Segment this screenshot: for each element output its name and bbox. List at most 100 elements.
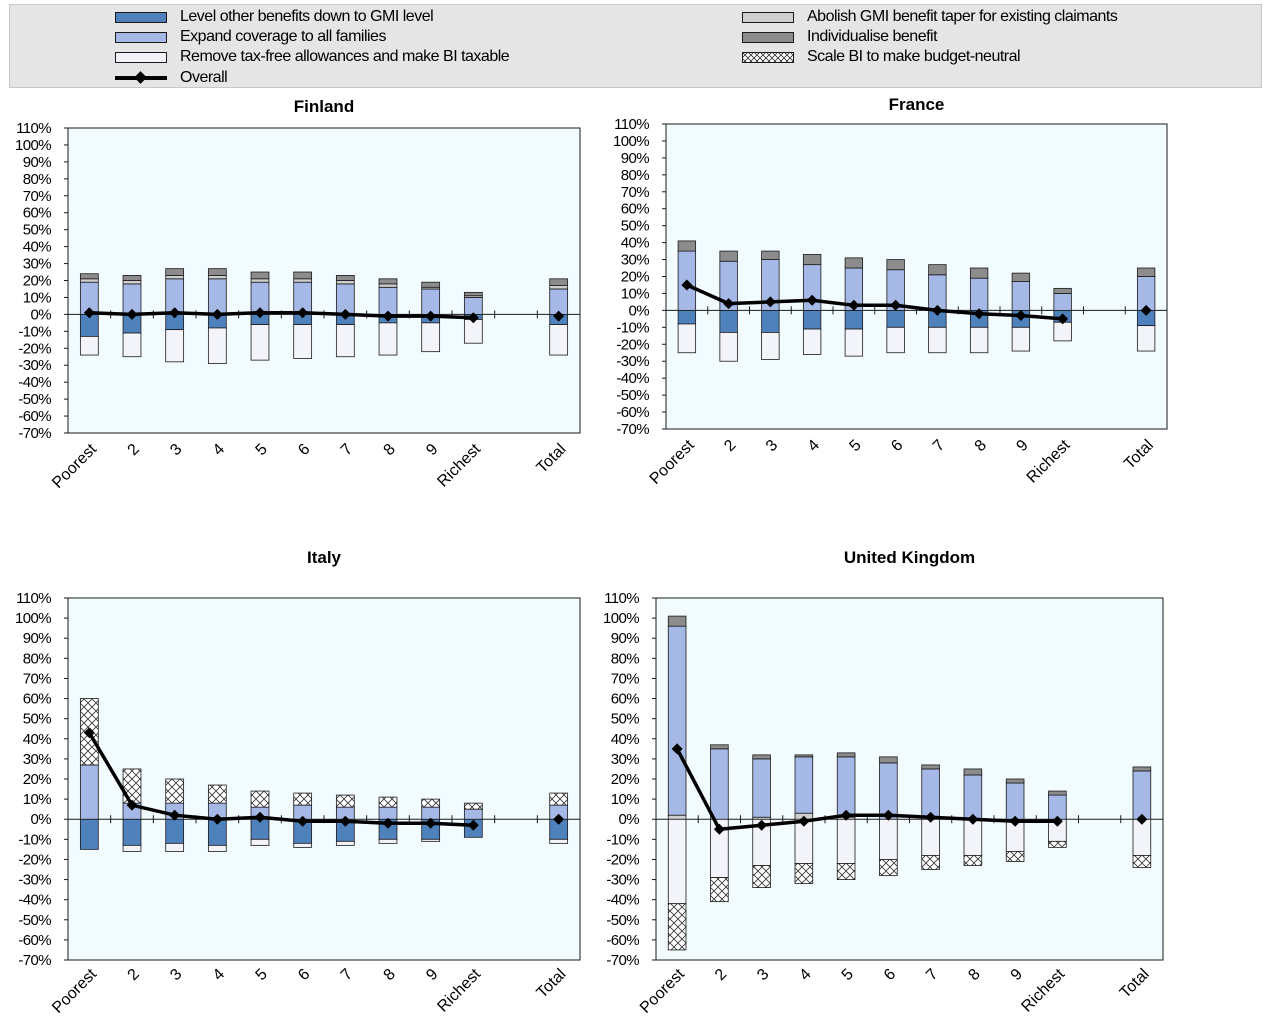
y-tick-label: -20%: [616, 336, 649, 353]
y-tick-label: 50%: [23, 222, 51, 239]
bar-scale-8: [963, 855, 983, 866]
x-tick-label: 9: [1013, 437, 1031, 455]
bar-individualise-3: [761, 250, 780, 260]
x-tick-label: 6: [295, 966, 313, 984]
bar-remove-5: [250, 838, 270, 846]
bar-individualise-8: [378, 278, 398, 285]
x-tick-label: Total: [1121, 437, 1157, 473]
bar-remove-3: [165, 842, 185, 852]
chart-title: Italy: [307, 548, 342, 567]
overall-point-3: [169, 307, 181, 319]
x-tick-label: Richest: [434, 965, 484, 1015]
x-tick-label: 8: [381, 441, 399, 459]
overall-point-5: [254, 307, 266, 319]
y-tick-label: -70%: [616, 421, 649, 438]
bar-expand-richest: [463, 808, 483, 820]
bar-remove-4: [802, 328, 822, 355]
overall-point-3: [756, 819, 768, 831]
y-tick-label: -50%: [616, 387, 649, 404]
bar-abolish-7: [335, 280, 355, 285]
bar-individualise-7: [921, 764, 940, 770]
bar-expand-richest: [1048, 794, 1067, 820]
y-tick-label: 100%: [15, 137, 51, 154]
overall-point-2: [126, 308, 138, 320]
bar-remove-4: [207, 327, 227, 364]
y-tick-label: -70%: [18, 952, 51, 969]
bar-individualise-7: [335, 275, 355, 281]
overall-point-2: [126, 799, 138, 811]
x-tick-label: 9: [423, 966, 441, 984]
y-tick-label: 30%: [621, 252, 649, 269]
bar-scale-5: [250, 790, 270, 808]
bar-scale-4: [207, 784, 227, 804]
bar-level-poorest: [677, 309, 697, 325]
bar-scale-9: [1005, 850, 1025, 862]
y-tick-label: 110%: [614, 116, 649, 133]
y-tick-label: -60%: [18, 932, 51, 949]
bar-abolish-4: [207, 275, 227, 280]
bar-remove-total: [1136, 325, 1156, 352]
y-tick-label: -30%: [18, 872, 51, 889]
bar-remove-5: [844, 328, 864, 357]
bar-remove-poorest: [667, 818, 687, 905]
chart-title: Finland: [294, 97, 354, 116]
bar-abolish-poorest: [667, 814, 687, 820]
y-tick-label: -30%: [616, 353, 649, 370]
bar-remove-6: [293, 842, 313, 848]
x-tick-label: 5: [839, 966, 857, 984]
x-tick-label: Richest: [1018, 965, 1068, 1015]
bar-level-poorest: [79, 818, 99, 850]
bar-individualise-total: [549, 278, 569, 286]
bar-remove-3: [165, 329, 185, 363]
bar-level-2: [122, 818, 142, 846]
y-tick-label: -60%: [18, 408, 51, 425]
y-tick-label: 0%: [31, 811, 52, 828]
bar-scale-9: [421, 798, 441, 808]
bar-remove-3: [761, 332, 780, 360]
bar-remove-5: [250, 324, 270, 361]
bar-expand-richest: [1053, 293, 1072, 311]
x-tick-label: 5: [253, 966, 271, 984]
y-tick-label: 100%: [15, 610, 51, 627]
chart-united-kingdom: United Kingdom110%100%90%80%70%60%50%40%…: [603, 548, 1164, 1017]
legend-swatch-level: [115, 12, 167, 23]
x-tick-label: Poorest: [49, 440, 100, 491]
bar-individualise-poorest: [667, 615, 687, 627]
bar-abolish-total: [549, 285, 569, 290]
bar-scale-5: [836, 863, 856, 880]
y-tick-label: 10%: [23, 289, 51, 306]
bar-scale-2: [122, 768, 142, 804]
x-tick-label: Richest: [434, 440, 484, 490]
bar-remove-7: [335, 840, 355, 846]
y-tick-label: 20%: [23, 771, 51, 788]
overall-point-6: [890, 299, 902, 311]
bar-expand-9: [1005, 782, 1025, 820]
y-tick-label: -40%: [606, 892, 639, 909]
overall-point-total: [1140, 304, 1152, 316]
x-tick-label: Poorest: [647, 436, 698, 487]
x-tick-label: 7: [338, 441, 356, 459]
bar-individualise-9: [1005, 778, 1025, 784]
bar-scale-poorest: [667, 903, 687, 951]
x-tick-label: 2: [712, 966, 730, 984]
bar-scale-3: [165, 778, 185, 804]
overall-point-5: [254, 811, 266, 823]
overall-point-8: [973, 308, 985, 320]
bar-remove-7: [921, 818, 940, 856]
legend: Level other benefits down to GMI level E…: [9, 4, 1262, 88]
bar-expand-8: [378, 806, 398, 820]
x-tick-label: 7: [338, 966, 356, 984]
bar-level-5: [844, 309, 864, 330]
overall-point-5: [848, 299, 860, 311]
x-tick-label: 2: [125, 966, 143, 984]
y-tick-label: 10%: [611, 791, 639, 808]
y-tick-label: 30%: [23, 256, 51, 273]
y-tick-label: -20%: [606, 851, 639, 868]
x-tick-label: 2: [125, 441, 143, 459]
y-tick-label: -50%: [18, 912, 51, 929]
overall-point-5: [840, 809, 852, 821]
overall-point-6: [297, 307, 309, 319]
bar-individualise-5: [836, 752, 856, 758]
y-tick-label: 50%: [611, 711, 639, 728]
bar-abolish-3: [165, 275, 185, 280]
